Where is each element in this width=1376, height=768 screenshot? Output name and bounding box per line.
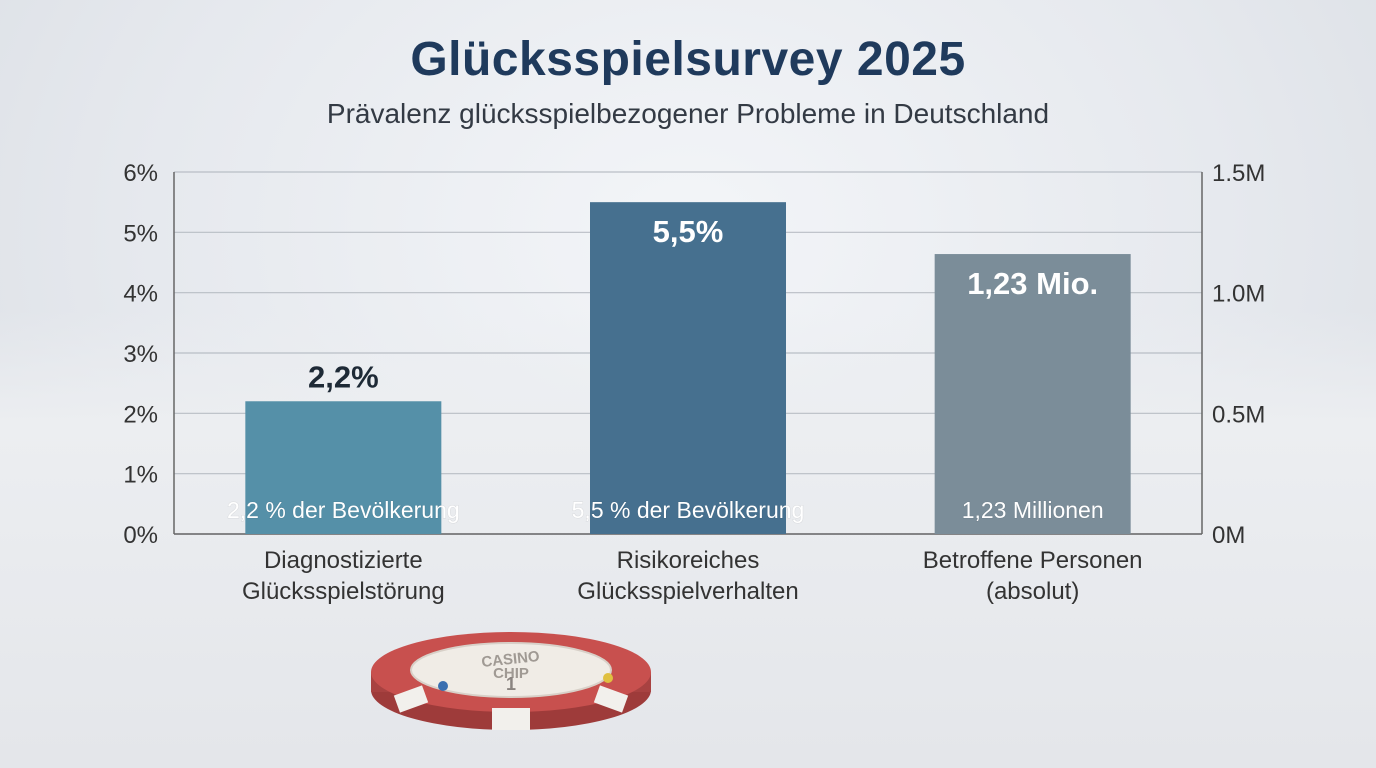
y-left-tick-label: 6%	[123, 160, 158, 187]
x-category-label: Risikoreiches	[617, 547, 760, 574]
bar-inner-label: 2,2 % der Bevölkerung	[227, 497, 460, 523]
bar-inner-label: 1,23 Millionen	[962, 497, 1104, 523]
svg-text:CASINO: CASINO	[481, 648, 541, 671]
bar	[934, 254, 1131, 534]
chart-title: Glücksspielsurvey 2025	[410, 33, 966, 86]
x-category-label: Glücksspielverhalten	[577, 578, 798, 605]
y-right-tick-label: 1.5M	[1212, 160, 1265, 187]
bar-value-label: 2,2%	[308, 359, 379, 394]
bar	[590, 202, 786, 534]
svg-text:CHIP: CHIP	[493, 665, 529, 682]
bar-value-label: 1,23 Mio.	[967, 266, 1098, 301]
x-category-label: Glücksspielstörung	[242, 578, 445, 605]
bar-chart: 0% 1% 2% 3% 4% 5% 6% 0M 0.5M 1.0M 1.5M 2,2% 2,2 % de…	[123, 160, 1265, 605]
bar	[245, 401, 442, 534]
y-left-tick-label: 0%	[123, 522, 158, 549]
y-right-tick-label: 0.5M	[1212, 401, 1265, 428]
y-left-tick-label: 5%	[123, 220, 158, 247]
y-left-tick-label: 3%	[123, 341, 158, 368]
bar-inner-label: 5,5 % der Bevölkerung	[572, 497, 805, 523]
chart-subtitle: Prävalenz glücksspielbezogener Probleme …	[326, 98, 1050, 129]
y-right-tick-label: 0M	[1212, 522, 1245, 549]
y-left-tick-label: 4%	[123, 281, 158, 308]
x-category-label: Betroffene Personen	[923, 547, 1143, 574]
y-left-tick-label: 2%	[123, 401, 158, 428]
svg-text:1: 1	[506, 674, 516, 694]
y-right-tick-label: 1.0M	[1212, 281, 1265, 308]
casino-chip-icon: CASINO CHIP 1	[371, 632, 651, 730]
bar-value-label: 5,5%	[653, 214, 724, 249]
y-left-tick-label: 1%	[123, 462, 158, 489]
x-category-label: Diagnostizierte	[264, 547, 423, 574]
x-category-label: (absolut)	[986, 578, 1079, 605]
